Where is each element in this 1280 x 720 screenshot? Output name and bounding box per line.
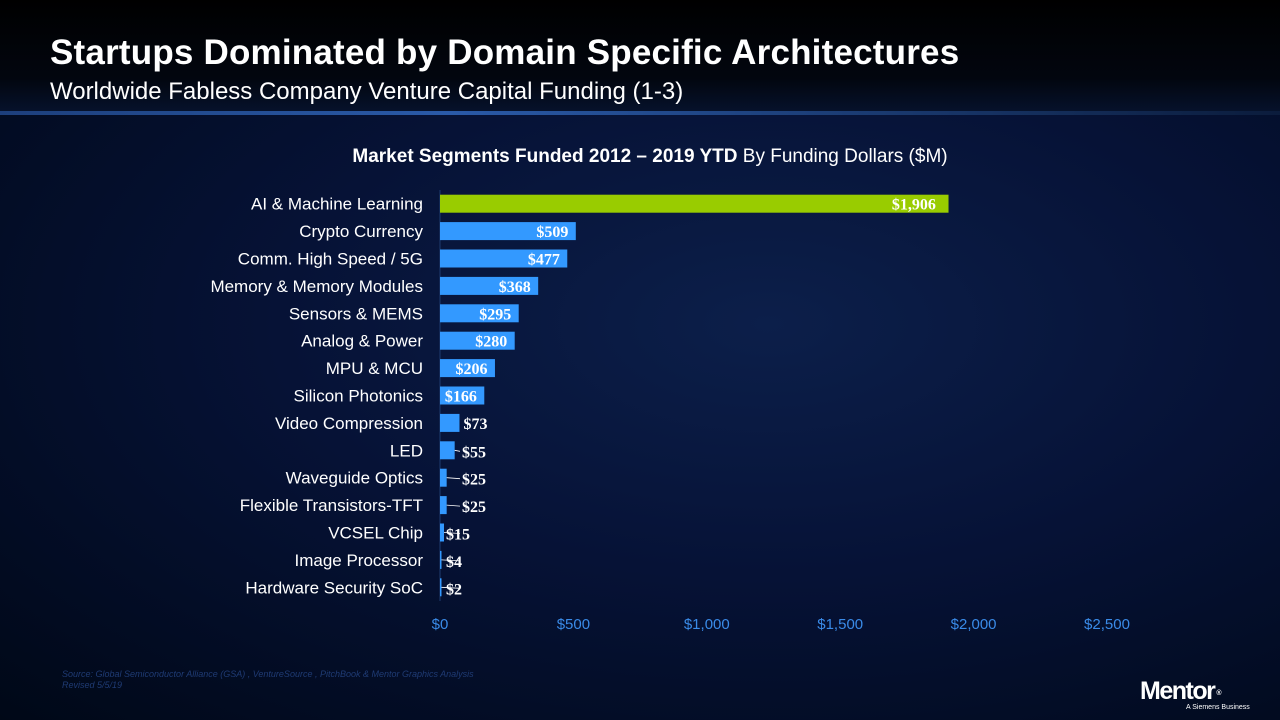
x-tick-label: $0 [432,616,449,633]
bar [440,578,442,597]
bar [440,523,445,542]
bar [440,304,519,323]
data-label: $1,906 [892,197,936,214]
x-tick-label: $500 [557,616,590,633]
label-leader-line [446,477,461,480]
data-label: $295 [479,306,511,323]
label-leader-line [441,586,461,589]
category-label: Waveguide Optics [286,469,423,488]
label-leader-line [446,504,461,507]
bar [440,468,447,487]
bar [440,386,485,405]
category-label: Video Compression [275,414,423,433]
category-label: AI & Machine Learning [251,195,423,214]
data-label: $166 [445,389,477,406]
bar [440,331,515,350]
category-label: LED [390,441,423,460]
label-leader-line [441,559,461,562]
category-label: VCSEL Chip [328,524,423,543]
label-leader-line [443,532,461,534]
chart-title-bold: Market Segments Funded 2012 – 2019 YTD [352,146,738,167]
logo-mark: ® [1216,690,1222,697]
bar [440,249,568,268]
bar [440,496,447,515]
category-label: Analog & Power [301,332,423,351]
bar [440,550,442,569]
category-label: Hardware Security SoC [245,578,423,597]
data-label: $2 [446,581,462,598]
bar [440,359,495,378]
data-label: $368 [499,279,531,296]
label-leader-line [454,449,461,452]
data-label: $477 [528,252,560,269]
category-label: Image Processor [295,551,424,570]
slide-title: Startups Dominated by Domain Specific Ar… [50,33,960,72]
data-label: $206 [456,361,488,378]
slide-subtitle: Worldwide Fabless Company Venture Capita… [50,78,684,105]
x-tick-label: $1,500 [817,616,863,633]
x-tick-label: $1,000 [684,616,730,633]
category-label: Comm. High Speed / 5G [238,250,423,269]
bar [440,413,460,432]
category-label: Crypto Currency [299,222,423,241]
source-text: Source: Global Semiconductor Alliance (G… [62,669,474,679]
logo-tagline: A Siemens Business [1186,704,1250,711]
data-label: $25 [462,499,486,516]
x-tick-label: $2,500 [1084,616,1130,633]
mentor-logo: Mentor ® [1140,677,1222,705]
data-label: $15 [446,527,470,544]
bar [440,222,576,241]
source-note: Source: Global Semiconductor Alliance (G… [62,669,474,691]
bar [440,441,455,460]
bar [440,276,539,295]
data-label: $55 [462,444,486,461]
category-label: MPU & MCU [326,359,423,378]
category-label: Memory & Memory Modules [210,277,423,296]
header-band [0,0,1280,112]
data-label: $280 [475,334,507,351]
data-label: $509 [536,224,568,241]
chart-title-normal: By Funding Dollars ($M) [742,146,948,167]
category-label: Flexible Transistors-TFT [240,496,423,515]
data-label: $25 [462,472,486,489]
chart-title: Market Segments Funded 2012 – 2019 YTD B… [0,146,1280,168]
data-label: $4 [446,554,462,571]
category-label: Silicon Photonics [294,387,423,406]
logo-name: Mentor [1140,677,1216,705]
bar [440,194,949,213]
x-tick-label: $2,000 [951,616,997,633]
revised-text: Revised 5/5/19 [62,680,123,690]
header-rule [0,111,1280,115]
category-label: Sensors & MEMS [289,304,423,323]
data-label: $73 [463,416,487,433]
